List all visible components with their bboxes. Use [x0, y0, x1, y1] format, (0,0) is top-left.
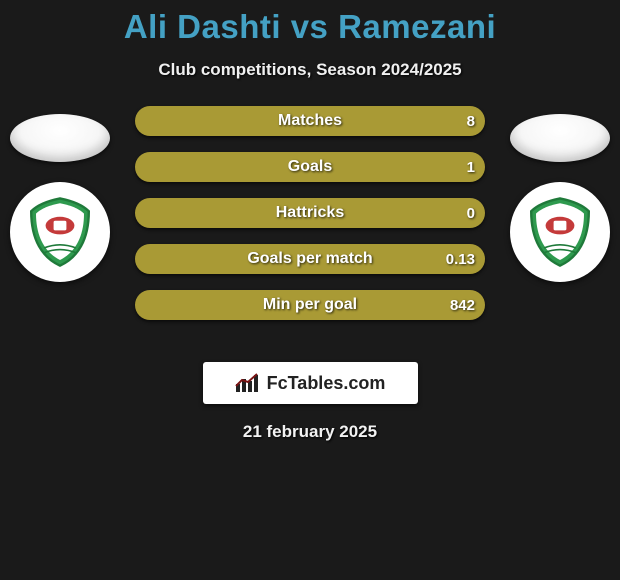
player1-name: Ali Dashti [124, 8, 281, 45]
player1-photo-placeholder [10, 114, 110, 162]
vs-text: vs [291, 8, 329, 45]
stat-bar-right [310, 106, 485, 136]
left-player-column [10, 114, 110, 282]
club-crest-icon [20, 192, 100, 272]
comparison-widget: Ali Dashti vs Ramezani Club competitions… [0, 0, 620, 580]
stat-bar-left [135, 290, 310, 320]
stat-bar-left [135, 106, 310, 136]
player2-club-logo [510, 182, 610, 282]
right-player-column [510, 114, 610, 282]
stat-bar-left [135, 244, 310, 274]
source-badge: FcTables.com [203, 362, 418, 404]
stat-bar-left [135, 198, 310, 228]
stat-row: Goals per match0.13 [135, 244, 485, 274]
stat-row: Hattricks0 [135, 198, 485, 228]
player2-photo-placeholder [510, 114, 610, 162]
stat-bar-left [135, 152, 310, 182]
stat-row: Goals1 [135, 152, 485, 182]
club-crest-icon [520, 192, 600, 272]
footer-date: 21 february 2025 [0, 422, 620, 442]
subtitle: Club competitions, Season 2024/2025 [0, 60, 620, 80]
stat-row: Matches8 [135, 106, 485, 136]
stat-bars: Matches8 Goals1 Hattricks0 Goals per match0… [135, 106, 485, 336]
stat-bar-right [310, 198, 485, 228]
stat-bar-right [310, 290, 485, 320]
stat-bar-right [310, 152, 485, 182]
player2-name: Ramezani [338, 8, 496, 45]
player1-club-logo [10, 182, 110, 282]
compare-area: Matches8Goals1Hattricks0Goals per match0… [0, 114, 620, 344]
source-brand: FcTables.com [267, 373, 386, 394]
stat-bar-right [310, 244, 485, 274]
page-title: Ali Dashti vs Ramezani [0, 8, 620, 46]
bars-icon [235, 372, 261, 394]
stat-row: Min per goal842 [135, 290, 485, 320]
